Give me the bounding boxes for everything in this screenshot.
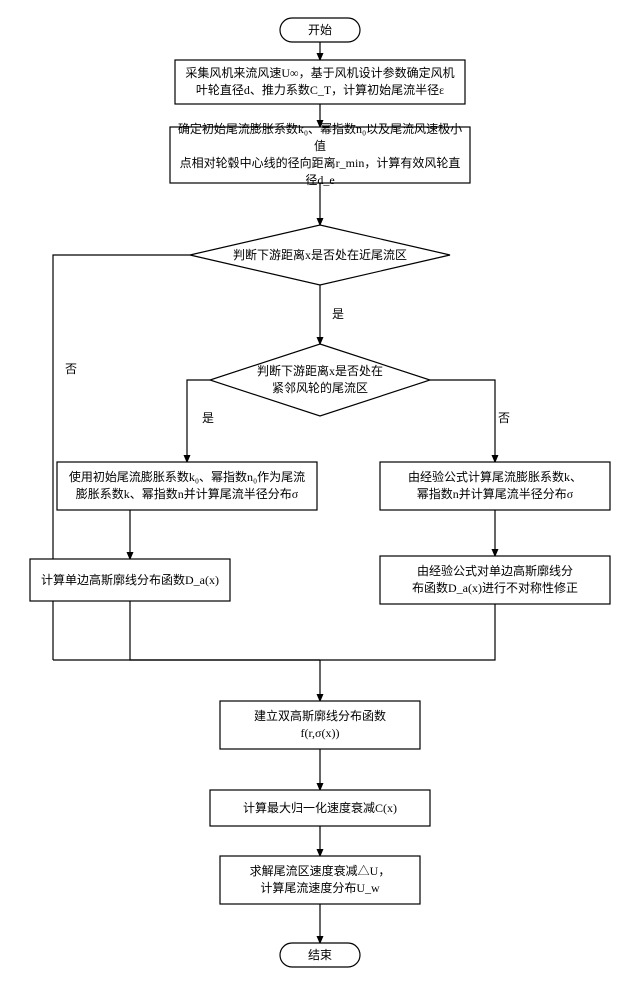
edge-label: 否 — [496, 409, 512, 426]
decision-node — [210, 344, 430, 416]
edge-label: 是 — [200, 409, 216, 426]
decision-node — [190, 225, 450, 285]
process-node — [210, 790, 430, 826]
edge-label: 是 — [330, 305, 346, 322]
process-node — [220, 701, 420, 749]
process-node — [30, 559, 230, 601]
edge — [430, 380, 495, 462]
process-node — [380, 556, 610, 604]
process-node — [220, 856, 420, 904]
flowchart-canvas — [0, 0, 641, 1000]
edge — [320, 604, 495, 660]
process-node — [380, 462, 610, 510]
terminator-node — [280, 18, 360, 42]
edge-label: 否 — [63, 360, 79, 377]
edge — [130, 601, 320, 660]
process-node — [175, 60, 465, 104]
process-node — [170, 127, 470, 183]
process-node — [57, 462, 317, 510]
terminator-node — [280, 943, 360, 967]
